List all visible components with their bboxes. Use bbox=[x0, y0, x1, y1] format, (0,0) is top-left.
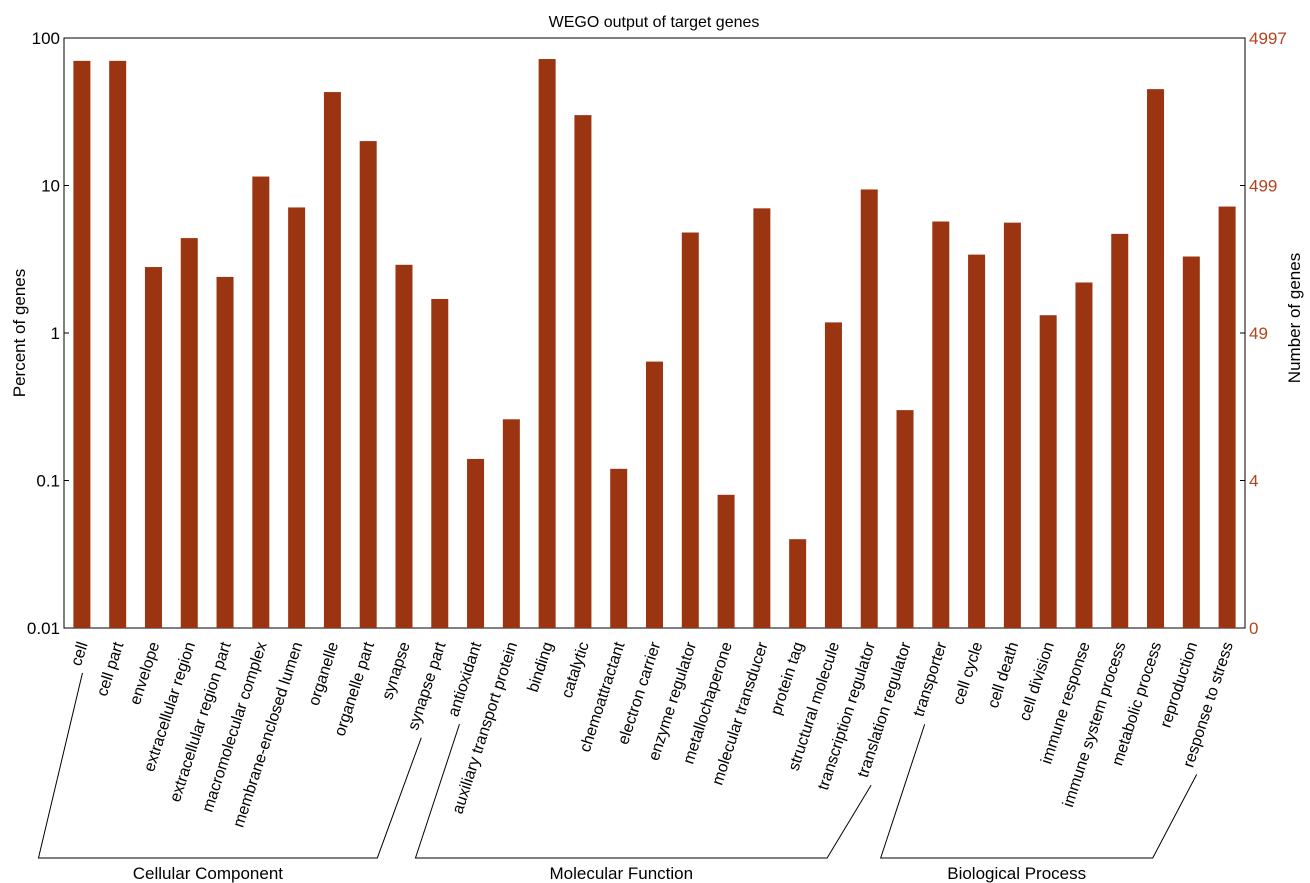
bar bbox=[252, 176, 270, 629]
bar bbox=[968, 254, 986, 628]
bar bbox=[1075, 282, 1093, 628]
bar bbox=[1111, 233, 1129, 628]
bar bbox=[1003, 222, 1021, 628]
bar bbox=[717, 494, 735, 628]
category-label: antioxidant bbox=[445, 639, 485, 718]
category-label: synapse bbox=[379, 640, 414, 702]
group-label: Biological Process bbox=[947, 864, 1086, 883]
group-bracket bbox=[414, 723, 872, 859]
category-label: cell bbox=[68, 640, 92, 668]
y2-axis-title: Number of genes bbox=[1285, 253, 1304, 383]
bar bbox=[824, 322, 842, 628]
bar bbox=[216, 276, 234, 628]
group-bracket bbox=[879, 724, 1198, 859]
bar bbox=[574, 115, 592, 628]
bar bbox=[932, 221, 950, 628]
category-label: catalytic bbox=[559, 640, 593, 700]
left-tick-label: 10 bbox=[41, 177, 60, 196]
bar bbox=[180, 238, 198, 628]
right-tick-label: 4 bbox=[1249, 472, 1258, 491]
group-bracket bbox=[37, 672, 422, 859]
bars bbox=[73, 59, 1236, 629]
bar bbox=[73, 60, 91, 629]
category-label: transporter bbox=[911, 639, 951, 718]
bar bbox=[789, 539, 807, 628]
left-tick-label: 0.1 bbox=[36, 472, 60, 491]
category-label: membrane-enclosed lumen bbox=[230, 640, 306, 830]
category-label: protein tag bbox=[768, 640, 808, 717]
y-axis-title: Percent of genes bbox=[10, 269, 29, 398]
bar bbox=[395, 264, 413, 628]
group-label: Cellular Component bbox=[133, 864, 284, 883]
right-tick-label: 499 bbox=[1249, 177, 1277, 196]
right-tick-label: 49 bbox=[1249, 324, 1268, 343]
bar bbox=[538, 59, 556, 628]
left-tick-label: 0.01 bbox=[27, 619, 60, 638]
group-label: Molecular Function bbox=[549, 864, 693, 883]
right-tick-label: 0 bbox=[1249, 619, 1258, 638]
bar bbox=[431, 299, 449, 628]
category-label: cell death bbox=[985, 640, 1022, 710]
right-axis: 4997 499 49 4 0 bbox=[1240, 29, 1287, 638]
bar bbox=[323, 92, 341, 628]
bar bbox=[1218, 206, 1236, 628]
category-label: reproduction bbox=[1157, 640, 1201, 730]
bar bbox=[860, 189, 878, 629]
right-tick-label: 4997 bbox=[1249, 29, 1287, 48]
category-label: organelle bbox=[306, 640, 343, 708]
left-tick-label: 100 bbox=[32, 29, 60, 48]
bar bbox=[359, 141, 377, 628]
bar bbox=[109, 60, 127, 629]
category-label: cell part bbox=[94, 639, 128, 698]
bar bbox=[502, 419, 520, 628]
bar bbox=[467, 458, 485, 628]
bar bbox=[681, 232, 699, 629]
chart-title: WEGO output of target genes bbox=[549, 14, 760, 31]
category-label: cell division bbox=[1017, 640, 1058, 723]
bar bbox=[1039, 315, 1057, 628]
category-label: envelope bbox=[127, 640, 163, 707]
bar bbox=[288, 207, 306, 628]
bar bbox=[144, 267, 162, 628]
left-tick-label: 1 bbox=[51, 324, 60, 343]
left-axis: 100 10 1 0.1 0.01 bbox=[27, 29, 69, 638]
category-label: synapse part bbox=[405, 639, 450, 732]
group-brackets: Cellular Component Molecular Function Biol… bbox=[37, 672, 1198, 883]
bar bbox=[610, 468, 628, 628]
bar bbox=[896, 410, 914, 628]
bar bbox=[1182, 256, 1200, 628]
bar bbox=[1147, 89, 1165, 629]
bar bbox=[646, 361, 663, 628]
category-label: cell cycle bbox=[950, 640, 986, 707]
bar bbox=[753, 208, 771, 629]
category-label: binding bbox=[525, 640, 557, 694]
